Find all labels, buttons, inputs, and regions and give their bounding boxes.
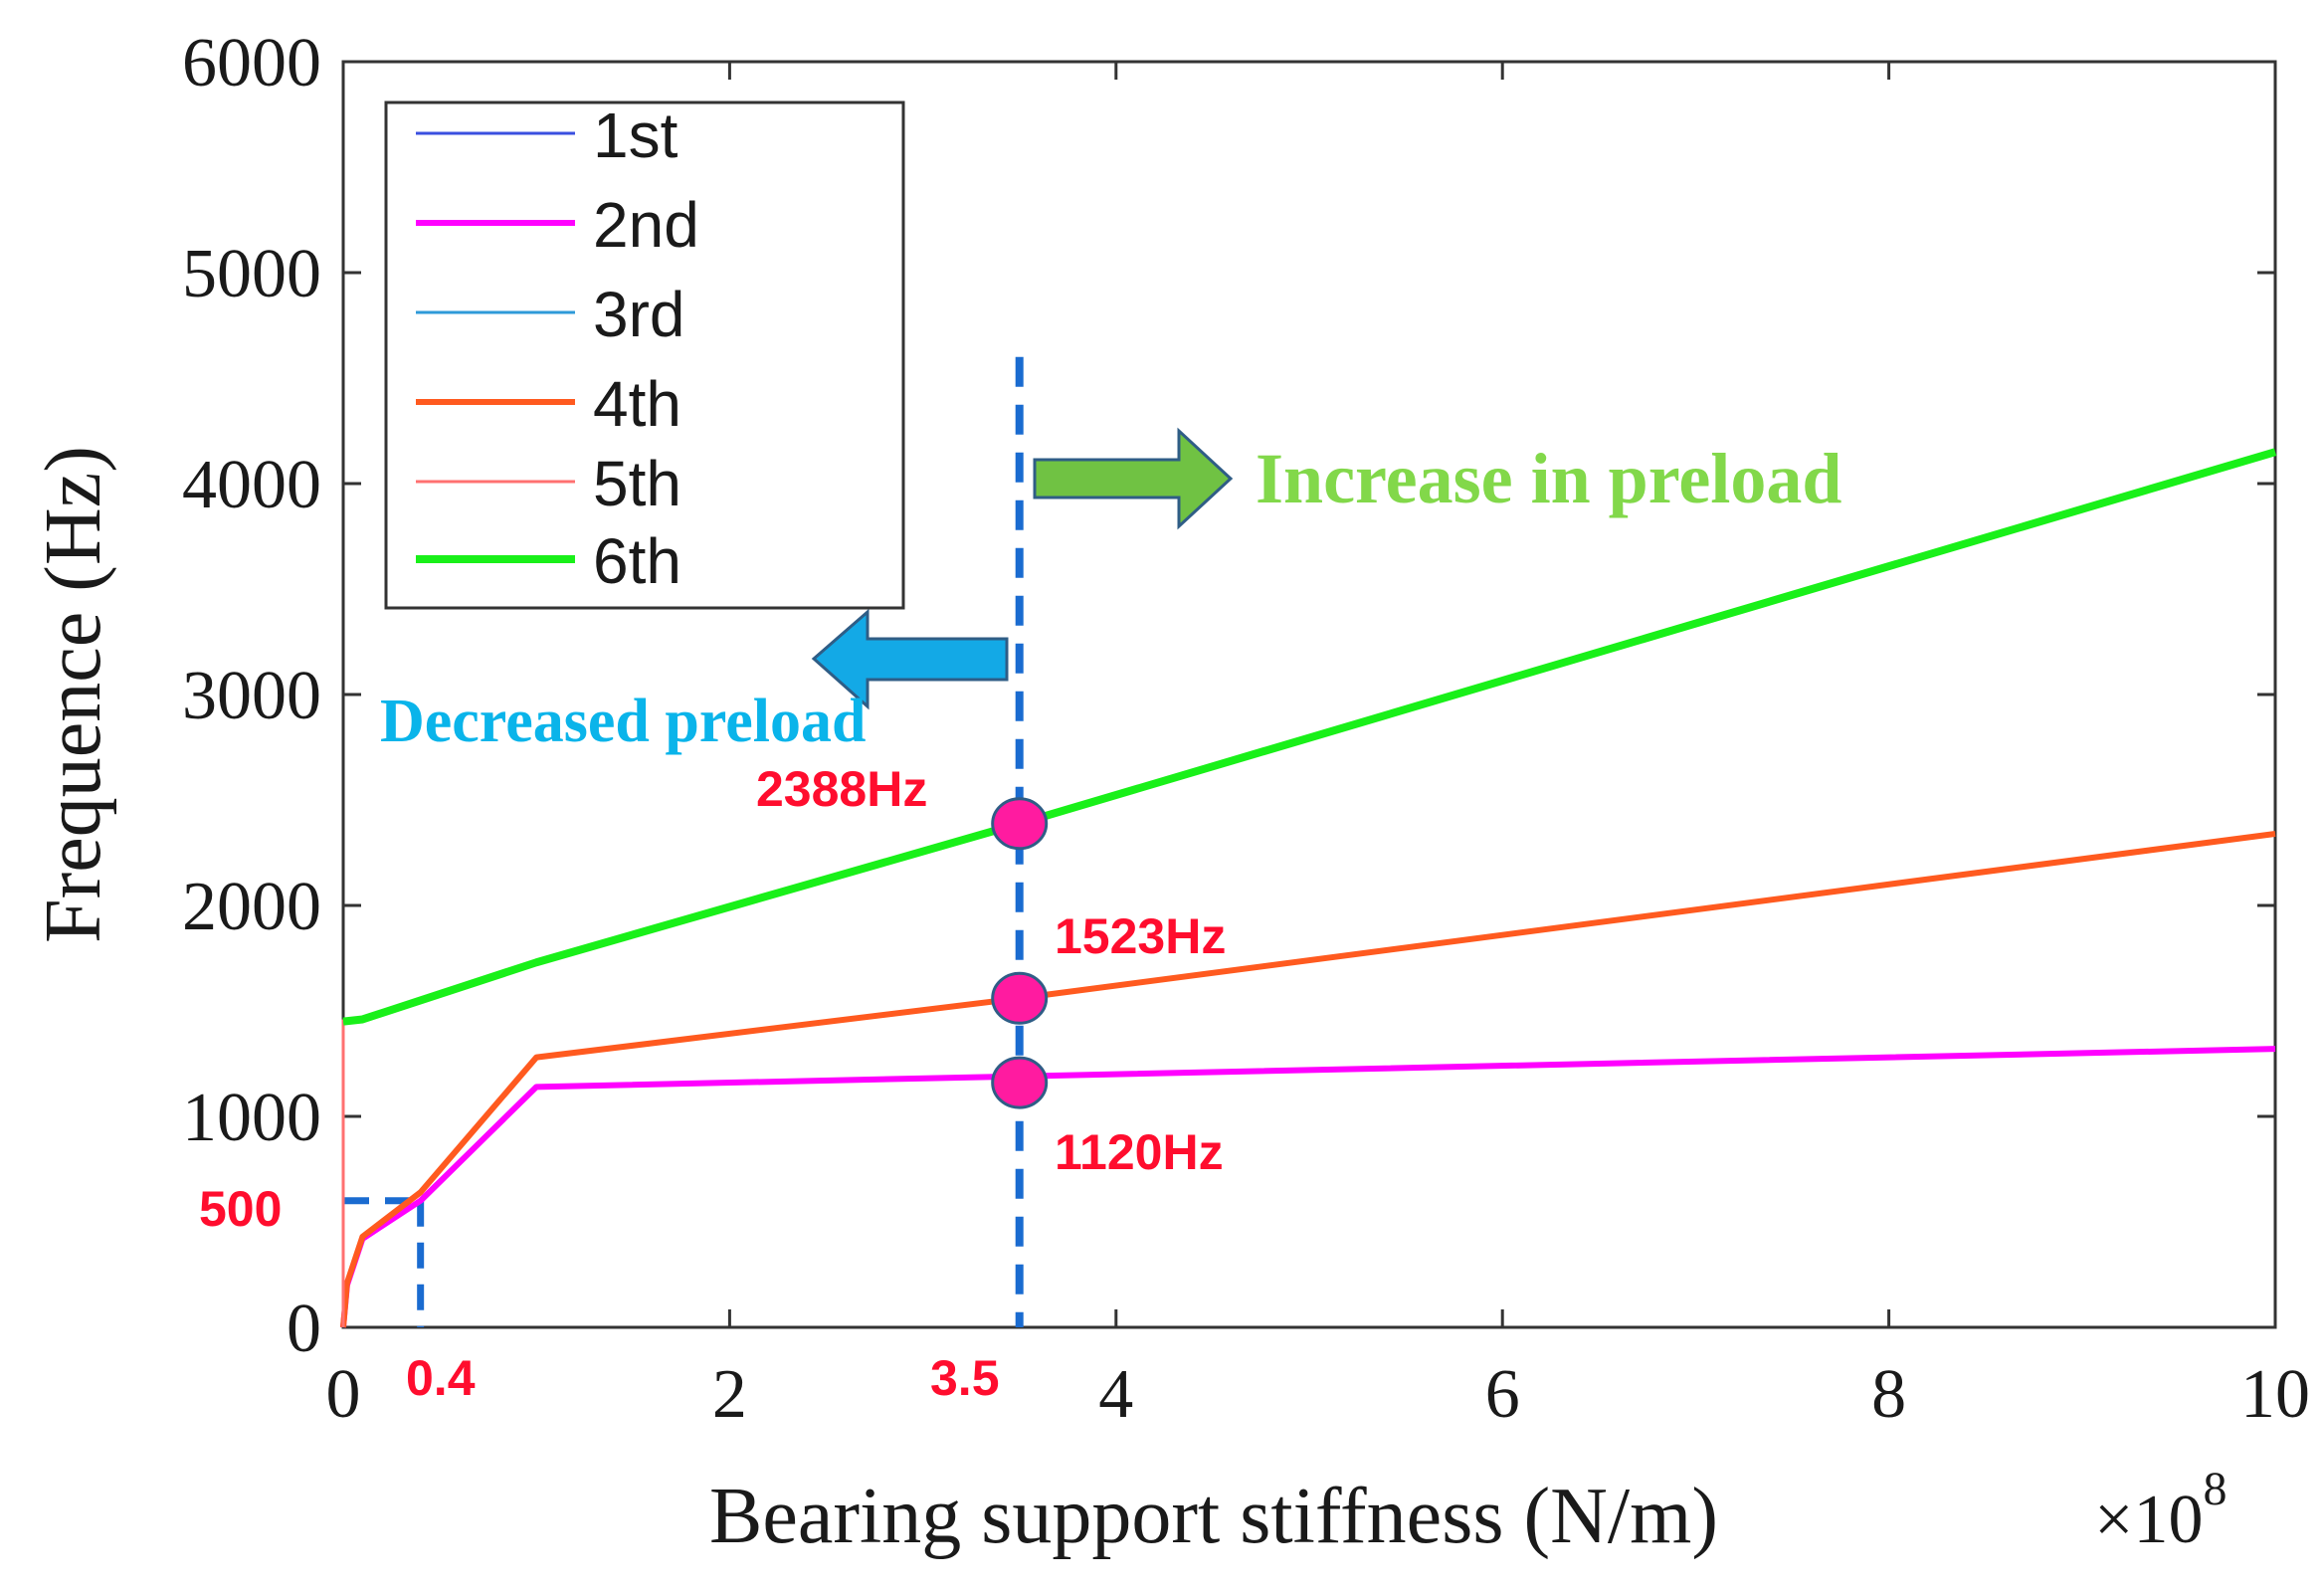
x-tick-label: 0 [326,1356,361,1433]
series-line-6th [342,448,2277,1026]
y-axis-title: Frequence (Hz) [30,446,117,943]
marker-2388-label: 2388Hz [756,761,927,817]
y-tick-label: 5000 [182,236,321,312]
data-markers [991,797,1049,1109]
x-tick-label: 10 [2240,1356,2310,1433]
series-line-4th [340,830,2276,1328]
x-tick-label: 8 [1871,1356,1906,1433]
decrease-preload-label: Decreased preload [380,688,866,755]
x-tick-label: 6 [1485,1356,1520,1433]
x-tick-label: 4 [1098,1356,1133,1433]
legend-label-6th: 6th [593,525,681,597]
legend-label-1st: 1st [593,100,678,171]
y-mark-500-label: 500 [199,1181,282,1237]
x-axis-title: Bearing support stiffness (N/m) [709,1473,1718,1560]
data-marker [991,1056,1049,1109]
y-tick-label: 6000 [182,25,321,101]
x-tick-labels: 0 2 4 6 8 10 [326,1356,2311,1433]
decrease-arrow-icon [811,608,1009,710]
legend-label-3rd: 3rd [593,279,685,350]
axis-ticks [341,60,2277,1329]
data-marker [991,797,1049,851]
x-axis-multiplier-base: ×10 [2094,1482,2203,1558]
x-mark-3-5-label: 3.5 [930,1350,1000,1406]
series-line-2nd [340,1046,2276,1328]
y-tick-label: 0 [287,1291,321,1367]
y-tick-label: 1000 [182,1080,321,1156]
increase-preload-label: Increase in preload [1256,439,1841,518]
x-tick-label: 2 [712,1356,747,1433]
y-tick-label: 4000 [182,447,321,523]
x-axis-multiplier: ×108 [2094,1463,2227,1558]
data-marker [991,971,1049,1025]
legend-box [384,100,905,610]
y-tick-labels: 0 1000 2000 3000 4000 5000 6000 [182,25,321,1367]
x-axis-multiplier-exponent: 8 [2203,1463,2227,1515]
marker-1120-label: 1120Hz [1055,1124,1224,1180]
legend-label-2nd: 2nd [593,189,699,261]
y-tick-label: 3000 [182,658,321,734]
x-mark-0-4-label: 0.4 [406,1350,476,1406]
legend-label-4th: 4th [593,368,681,440]
increase-arrow-icon [1033,427,1234,530]
legend-label-5th: 5th [593,448,681,519]
y-tick-label: 2000 [182,869,321,945]
marker-1523-label: 1523Hz [1055,908,1226,964]
